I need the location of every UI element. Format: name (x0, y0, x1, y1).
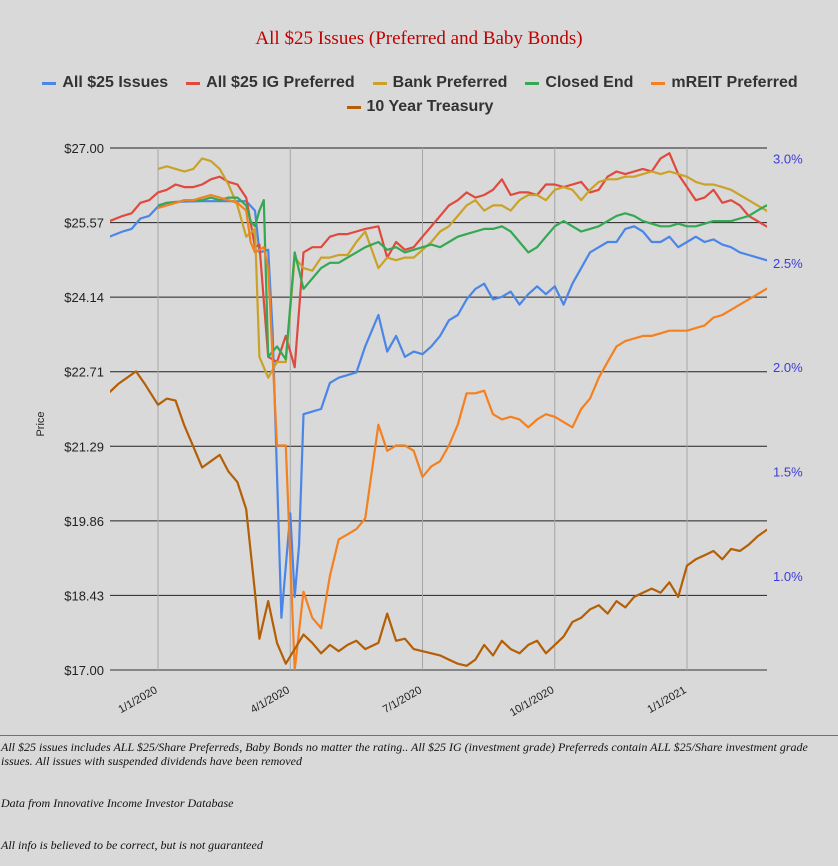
y-tick-label: $21.29 (64, 439, 104, 454)
note-coverage: All $25 issues includes ALL $25/Share Pr… (1, 740, 808, 768)
y2-tick-label: 1.0% (773, 569, 803, 584)
legend-label: All $25 Issues (62, 74, 169, 91)
y-tick-label: $25.57 (64, 216, 104, 231)
line-chart: $27.00 $25.57 $24.14 $22.71 $21.29 $19.86 $18.… (35, 141, 803, 719)
legend-label: mREIT Preferred (671, 74, 798, 91)
legend-label: All $25 IG Preferred (206, 74, 355, 91)
x-tick-label: 1/1/2021 (645, 684, 688, 716)
x-tick-label: 7/1/2020 (381, 684, 424, 716)
chart-title: All $25 Issues (Preferred and Baby Bonds… (255, 28, 583, 49)
note-source: Data from Innovative Income Investor Dat… (1, 796, 234, 810)
legend-swatch (42, 81, 57, 85)
legend: All $25 Issues All $25 IG Preferred Bank P… (40, 72, 800, 118)
y-tick-label: $18.43 (64, 588, 104, 603)
y-tick-label: $24.14 (64, 290, 104, 305)
legend-item-all-25-ig-preferred: All $25 IG Preferred (186, 72, 355, 94)
legend-item-bank-preferred: Bank Preferred (372, 72, 508, 94)
x-tick-label: 10/1/2020 (508, 684, 556, 719)
footer-notes: All $25 issues includes ALL $25/Share Pr… (0, 740, 838, 852)
legend-swatch (525, 81, 540, 85)
y2-tick-label: 2.5% (773, 256, 803, 271)
legend-swatch (372, 81, 387, 85)
legend-item-10-year-treasury: 10 Year Treasury (346, 96, 494, 118)
series-line-bank-preferred (157, 157, 767, 379)
x-tick-label: 4/1/2020 (249, 684, 292, 716)
footer-divider (0, 735, 838, 736)
series-line-closed-end (157, 196, 767, 361)
series-line-mreit-preferred (157, 193, 767, 670)
y-axis-label: Price (35, 411, 47, 436)
legend-label: Closed End (545, 74, 634, 91)
y-tick-label: $27.00 (64, 141, 104, 156)
y2-tick-label: 3.0% (773, 151, 803, 166)
legend-swatch (186, 81, 201, 85)
legend-swatch (651, 81, 666, 85)
y-tick-label: $17.00 (64, 663, 104, 678)
legend-item-closed-end: Closed End (525, 72, 633, 94)
y-tick-label: $22.71 (64, 365, 104, 380)
legend-label: Bank Preferred (392, 74, 508, 91)
y2-tick-label: 2.0% (773, 360, 803, 375)
legend-swatch (346, 105, 361, 109)
legend-item-all-25-issues: All $25 Issues (42, 72, 168, 94)
y-tick-label: $19.86 (64, 514, 104, 529)
legend-item-mreit-preferred: mREIT Preferred (651, 72, 798, 94)
series-line-all-25-ig-preferred (110, 152, 767, 369)
legend-label: 10 Year Treasury (366, 98, 494, 115)
series-line-10-year-treasury (110, 370, 767, 667)
note-disclaimer: All info is believed to be correct, but … (1, 838, 263, 852)
y2-tick-label: 1.5% (773, 465, 803, 480)
x-tick-label: 1/1/2020 (116, 684, 159, 716)
series-line-all-25-issues (110, 200, 767, 619)
